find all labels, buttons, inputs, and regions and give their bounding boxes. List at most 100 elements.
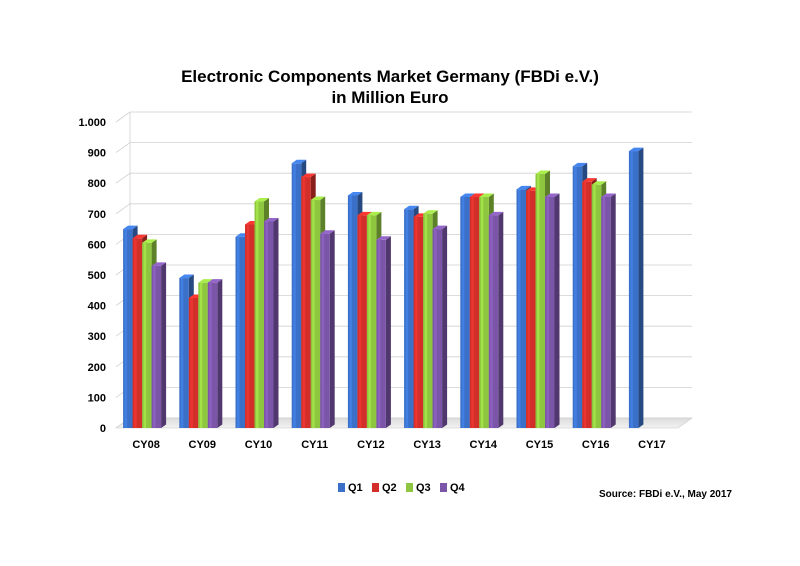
y-tick-label: 500 — [88, 270, 106, 282]
bar-top — [591, 181, 607, 185]
legend-label: Q2 — [382, 482, 397, 494]
bar-highlight — [124, 229, 128, 428]
bar-side — [385, 236, 391, 428]
bar-front — [591, 184, 602, 428]
bar-top — [423, 210, 438, 214]
bar-side — [442, 225, 448, 428]
y-tick-label: 400 — [88, 301, 106, 313]
bar-side — [554, 193, 560, 428]
bar-top — [535, 170, 550, 175]
bar-highlight — [209, 282, 212, 428]
legend-item: Q4 — [440, 482, 466, 494]
bar-highlight — [293, 163, 296, 428]
bar-highlight — [518, 189, 521, 428]
legend-swatch — [338, 483, 345, 492]
bar-top — [198, 279, 213, 283]
bar-front — [123, 229, 133, 428]
bar-top — [254, 198, 269, 202]
bars — [123, 147, 644, 428]
bar-top — [310, 196, 326, 201]
bar-front — [582, 181, 592, 428]
bar-highlight — [349, 195, 352, 428]
x-axis-labels: CY08 CY09 CY10 CY11 CY12 CY13 CY14 CY15 CY16 CY17 — [132, 439, 665, 451]
bar-highlight — [237, 236, 240, 428]
x-tick-label: CY12 — [357, 439, 385, 451]
bar-side — [273, 217, 279, 428]
bar-top — [179, 274, 194, 279]
chart-title-line2: in Million Euro — [331, 88, 449, 107]
bar-highlight — [190, 297, 193, 428]
bar-front — [245, 224, 255, 428]
bar-front — [376, 239, 386, 428]
bar-front — [179, 278, 189, 428]
y-tick-label: 300 — [88, 331, 106, 343]
bar-front — [516, 189, 526, 428]
bar-top — [516, 185, 531, 190]
bar-highlight — [574, 166, 577, 428]
bar-front — [320, 233, 330, 428]
bar-highlight — [546, 196, 549, 428]
bar-front — [301, 177, 311, 428]
y-tick-label: 0 — [100, 423, 106, 435]
bar-top — [488, 211, 504, 216]
gridline — [115, 203, 692, 215]
bar-highlight — [405, 209, 409, 428]
bar-top — [572, 162, 588, 167]
bar-front — [432, 229, 443, 428]
bar — [545, 193, 560, 428]
bar-top — [404, 205, 419, 210]
chart-title-line1: Electronic Components Market Germany (FB… — [181, 67, 599, 86]
bar-front — [526, 190, 536, 428]
bar-side — [498, 211, 504, 428]
x-tick-label: CY17 — [638, 439, 666, 451]
legend-label: Q3 — [416, 482, 431, 494]
chart-title: Electronic Components Market Germany (FB… — [0, 66, 780, 108]
bar-top — [469, 193, 485, 197]
gridline — [115, 111, 692, 123]
bar-top — [151, 262, 167, 266]
y-tick-label: 900 — [88, 148, 106, 160]
bar-highlight — [368, 215, 371, 428]
bar-top — [291, 159, 307, 164]
bar-front — [479, 196, 489, 428]
bar-top — [320, 230, 335, 234]
bar-front — [404, 209, 414, 428]
bar-front — [132, 238, 143, 428]
bar-top — [460, 193, 475, 197]
bar-top — [132, 234, 148, 239]
bar-top — [432, 225, 448, 230]
bar-top — [545, 193, 560, 197]
bar-front — [347, 195, 358, 428]
bar-highlight — [321, 233, 325, 428]
bar-highlight — [415, 216, 418, 428]
bar-highlight — [134, 238, 137, 428]
bar — [151, 262, 167, 428]
y-tick-label: 200 — [88, 362, 106, 374]
bar-highlight — [377, 239, 381, 428]
bar-front — [357, 215, 367, 428]
bar-front — [572, 166, 583, 428]
bar-top — [582, 178, 597, 182]
bar-highlight — [424, 213, 428, 428]
bar-front — [264, 221, 274, 428]
source-note: Source: FBDi e.V., May 2017 — [598, 489, 732, 500]
bar-highlight — [246, 224, 249, 428]
bar-highlight — [302, 177, 306, 428]
x-tick-label: CY14 — [470, 439, 498, 451]
y-axis: 0 100 200 300 400 500 600 700 800 900 1.000 — [78, 117, 106, 435]
bar — [628, 147, 644, 428]
bar-top — [301, 173, 316, 178]
bar-front — [188, 297, 199, 428]
bar-front — [151, 265, 162, 428]
bar-side — [610, 193, 616, 428]
bar — [264, 217, 279, 428]
bar-front — [142, 242, 152, 428]
gridline — [115, 142, 692, 153]
y-tick-label: 700 — [88, 209, 106, 221]
legend-swatch — [372, 483, 379, 492]
bar-top — [357, 211, 372, 216]
bar-highlight — [434, 229, 437, 428]
bar-top — [601, 193, 616, 197]
bar-highlight — [593, 184, 596, 428]
